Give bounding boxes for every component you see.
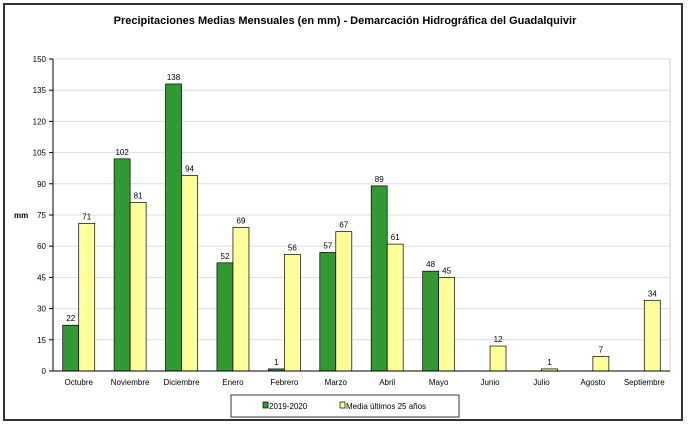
- x-tick-label: Marzo: [325, 378, 348, 387]
- y-tick-label: 15: [37, 336, 46, 345]
- data-label: 81: [134, 192, 143, 201]
- data-label: 34: [648, 289, 657, 298]
- data-label: 138: [167, 73, 181, 82]
- x-tick-label: Diciembre: [164, 378, 201, 387]
- bar-media: [592, 356, 610, 372]
- data-label: 56: [288, 244, 297, 253]
- bar-media: [232, 227, 250, 372]
- y-tick-label: 150: [33, 55, 47, 64]
- y-axis-label: mm: [14, 211, 28, 220]
- data-label: 1: [547, 358, 552, 367]
- bar-2019-2020: [113, 158, 131, 372]
- y-tick-label: 75: [37, 211, 46, 220]
- x-tick-label: Febrero: [270, 378, 299, 387]
- legend-label: 2019-2020: [269, 402, 308, 411]
- bar-media: [489, 345, 507, 372]
- x-tick-label: Abril: [379, 378, 395, 387]
- bar-media: [335, 231, 353, 372]
- legend-swatch: [339, 401, 346, 409]
- data-label: 57: [323, 241, 332, 250]
- data-label: 67: [339, 221, 348, 230]
- legend-swatch: [262, 401, 269, 409]
- x-tick-label: Enero: [222, 378, 244, 387]
- y-tick-label: 60: [37, 242, 46, 251]
- bar-media: [438, 277, 455, 372]
- bar-media: [284, 254, 301, 372]
- x-tick-label: Mayo: [429, 378, 449, 387]
- bar-2019-2020: [319, 252, 337, 372]
- y-tick-label: 90: [37, 180, 46, 189]
- chart-title: Precipitaciones Medias Mensuales (en mm)…: [114, 15, 577, 27]
- bar-2019-2020: [422, 270, 439, 372]
- chart-frame: [3, 3, 683, 421]
- data-label: 89: [375, 175, 384, 184]
- data-label: 102: [115, 148, 129, 157]
- data-label: 12: [494, 335, 503, 344]
- data-label: 61: [391, 233, 400, 242]
- y-tick-label: 105: [33, 149, 47, 158]
- data-label: 1: [274, 358, 279, 367]
- x-tick-label: Octubre: [64, 378, 93, 387]
- bar-media: [386, 243, 404, 372]
- bar-media: [129, 202, 147, 372]
- x-tick-label: Agosto: [580, 378, 605, 387]
- data-label: 52: [221, 252, 230, 261]
- x-tick-label: Junio: [480, 378, 500, 387]
- legend-label: Media últimos 25 años: [346, 402, 426, 411]
- bar-2019-2020: [62, 324, 80, 372]
- y-tick-label: 45: [37, 273, 46, 282]
- y-tick-label: 135: [33, 86, 47, 95]
- bar-media: [78, 222, 96, 372]
- data-label: 45: [442, 266, 451, 275]
- bar-2019-2020: [370, 185, 388, 372]
- y-tick-label: 0: [42, 367, 47, 376]
- y-tick-label: 120: [33, 117, 47, 126]
- data-label: 71: [82, 212, 91, 221]
- x-tick-label: Noviembre: [111, 378, 150, 387]
- bar-media: [181, 175, 198, 372]
- data-label: 94: [185, 164, 194, 173]
- data-label: 22: [66, 314, 75, 323]
- data-label: 69: [237, 216, 246, 225]
- data-label: 7: [599, 345, 604, 354]
- data-label: 48: [426, 260, 435, 269]
- bar-2019-2020: [216, 262, 234, 372]
- y-tick-label: 30: [37, 305, 46, 314]
- x-tick-label: Septiembre: [624, 378, 665, 387]
- x-tick-label: Julio: [533, 378, 550, 387]
- bar-media: [643, 299, 661, 372]
- bar-2019-2020: [165, 83, 182, 372]
